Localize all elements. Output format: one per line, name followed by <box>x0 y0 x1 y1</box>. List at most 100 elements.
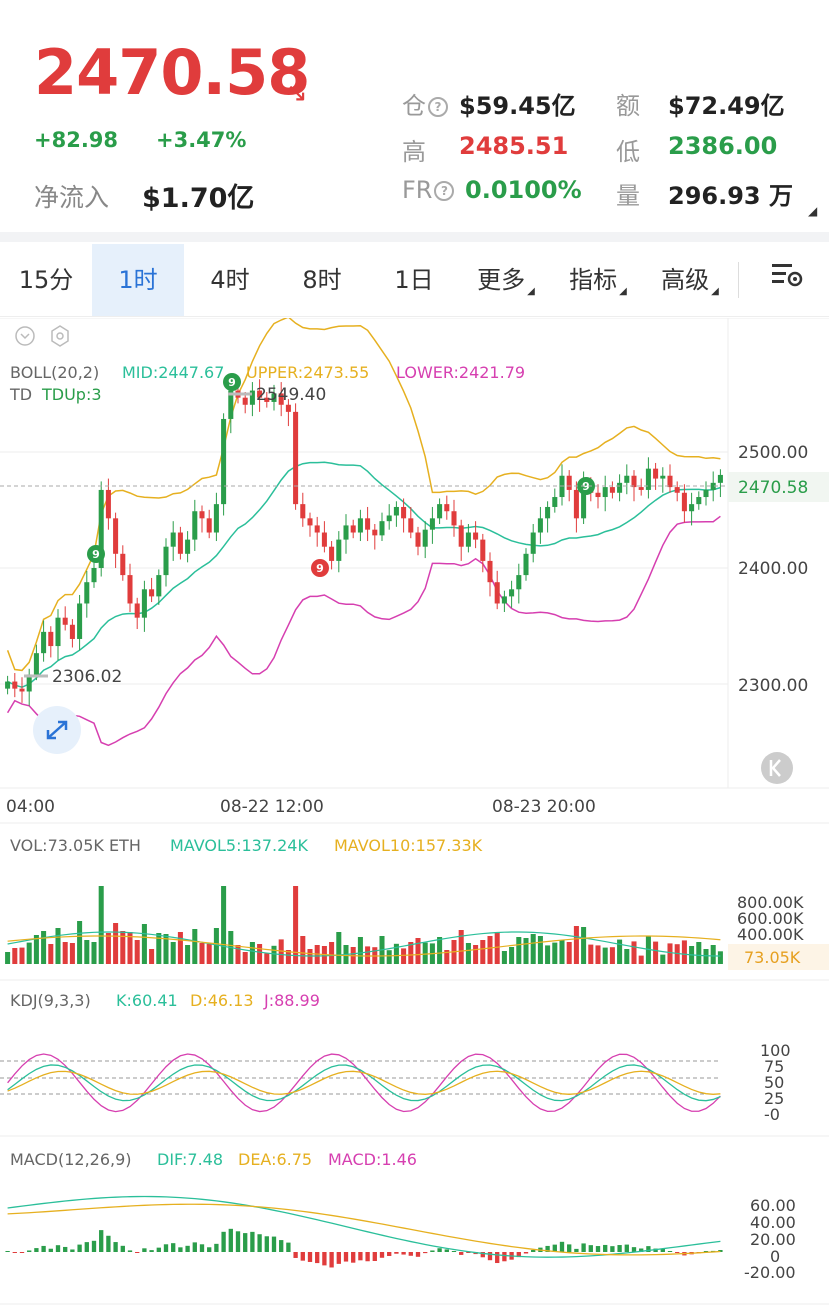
td-marker-badge <box>87 545 105 563</box>
chart-settings-icon[interactable] <box>752 244 822 316</box>
candle-body <box>379 521 385 536</box>
change-absolute: +82.98 <box>34 128 119 152</box>
tab-advanced[interactable]: 高级 ◢ <box>661 266 719 297</box>
kline-chart[interactable]: BOLL(20,2) MID:2447.67 UPPER:2473.55 LOW… <box>0 318 829 1305</box>
macd-histogram-bar <box>351 1252 356 1263</box>
kdj-tick-100: 100 <box>760 1041 791 1060</box>
macd-tick-0: 0 <box>770 1247 780 1266</box>
kdj-lines <box>7 1053 721 1113</box>
candle-body <box>98 489 104 568</box>
macd-histogram-bar <box>257 1234 262 1252</box>
down-arrow-icon: ↘ <box>286 78 308 108</box>
candle-body <box>437 504 443 519</box>
candle-body <box>336 539 342 561</box>
candle-body <box>264 397 270 402</box>
high-value: 2485.51 <box>459 132 569 160</box>
macd-histogram-bar <box>19 1252 25 1253</box>
settings-hex-icon[interactable] <box>51 325 69 347</box>
volume-bar <box>588 944 594 964</box>
volume-bar <box>458 930 464 964</box>
kdj-tick-75: 75 <box>764 1057 784 1076</box>
macd-histogram-bar <box>171 1243 176 1252</box>
volume-bar <box>703 949 709 964</box>
candle-body <box>271 393 277 402</box>
macd-histogram-bar <box>567 1244 572 1252</box>
candle-body <box>141 589 147 618</box>
tab-15m[interactable]: 15分 <box>18 266 74 294</box>
macd-histogram-bar <box>106 1235 111 1252</box>
candle-body <box>401 506 407 519</box>
volume-bar <box>487 936 493 964</box>
volume-bar <box>530 934 536 964</box>
boll-upper-line <box>6 318 721 672</box>
macd-histogram-bar <box>523 1252 529 1254</box>
volume-bar <box>105 933 111 964</box>
macd-histogram-bar <box>437 1248 442 1252</box>
volume-bar <box>480 940 486 964</box>
candle-body <box>393 506 399 516</box>
volume-bar <box>120 931 126 964</box>
macd-histogram-bar <box>5 1251 10 1252</box>
macd-histogram-bar <box>300 1252 305 1261</box>
tab-more[interactable]: 更多 ◢ <box>477 266 535 297</box>
macd-histogram-bar <box>624 1244 629 1252</box>
volume-bar <box>33 935 39 964</box>
vol-current-tag-bg <box>728 944 829 970</box>
macd-value-label: MACD:1.46 <box>328 1150 417 1169</box>
macd-histogram-bar <box>516 1252 521 1258</box>
netflow-label: 净流入 <box>34 183 110 212</box>
y-tick-2400: 2400.00 <box>738 559 808 579</box>
macd-histogram-bar <box>646 1246 651 1252</box>
tab-1d[interactable]: 1日 <box>394 266 434 294</box>
macd-histogram-bar <box>387 1252 392 1256</box>
macd-histogram-bar <box>372 1252 377 1261</box>
help-icon[interactable]: ? <box>434 181 455 201</box>
volume-bar <box>293 886 299 964</box>
macd-histogram <box>5 1228 723 1268</box>
macd-histogram-bar <box>120 1245 125 1252</box>
expand-corner-icon[interactable]: ◢ <box>808 204 818 218</box>
volume-bar <box>624 949 630 964</box>
candle-body <box>660 475 666 479</box>
kdj-tick-50: 50 <box>764 1073 784 1092</box>
volume-bar <box>300 936 306 964</box>
td-marker-badge <box>577 477 595 495</box>
candle-body <box>415 532 421 547</box>
macd-tick-20: 20.00 <box>750 1230 796 1249</box>
macd-histogram-bar <box>423 1252 428 1254</box>
tab-1h[interactable]: 1时 <box>92 244 184 316</box>
collapse-icon[interactable] <box>15 326 35 346</box>
help-icon[interactable]: ? <box>428 97 448 117</box>
macd-histogram-bar <box>343 1252 349 1262</box>
tab-indicators[interactable]: 指标 ◢ <box>569 266 627 297</box>
macd-histogram-bar <box>192 1242 197 1252</box>
candle-body <box>177 532 183 554</box>
section-divider <box>0 232 829 242</box>
kdj-k-label: K:60.41 <box>116 991 178 1010</box>
macd-histogram-bar <box>459 1252 464 1255</box>
volume-bar <box>552 942 558 964</box>
candle-body <box>213 504 219 533</box>
volume-bar <box>710 945 716 964</box>
volume-bar <box>206 944 212 964</box>
max-price-label: 2549.40 <box>256 385 326 405</box>
macd-histogram-bar <box>221 1231 226 1252</box>
candle-body <box>149 589 155 597</box>
candle-body <box>221 418 227 505</box>
mavol5-label: MAVOL5:137.24K <box>170 836 308 855</box>
candle-body <box>602 487 608 498</box>
tab-4h[interactable]: 4时 <box>210 266 250 294</box>
volume-ma-lines <box>7 931 721 957</box>
candle-body <box>77 603 83 639</box>
macd-histogram-bar <box>444 1249 449 1252</box>
volume-bar <box>249 942 255 964</box>
fullscreen-expand-icon[interactable] <box>33 706 81 754</box>
volume-bar <box>278 939 284 964</box>
candle-body <box>473 532 479 540</box>
amount-label: 额 <box>616 92 640 120</box>
kdj-j-line <box>7 1053 721 1113</box>
macd-histogram-bar <box>559 1241 565 1252</box>
boll-mid-label: MID:2447.67 <box>122 363 224 382</box>
tab-8h[interactable]: 8时 <box>302 266 342 294</box>
scroll-to-latest-icon[interactable] <box>761 752 793 784</box>
